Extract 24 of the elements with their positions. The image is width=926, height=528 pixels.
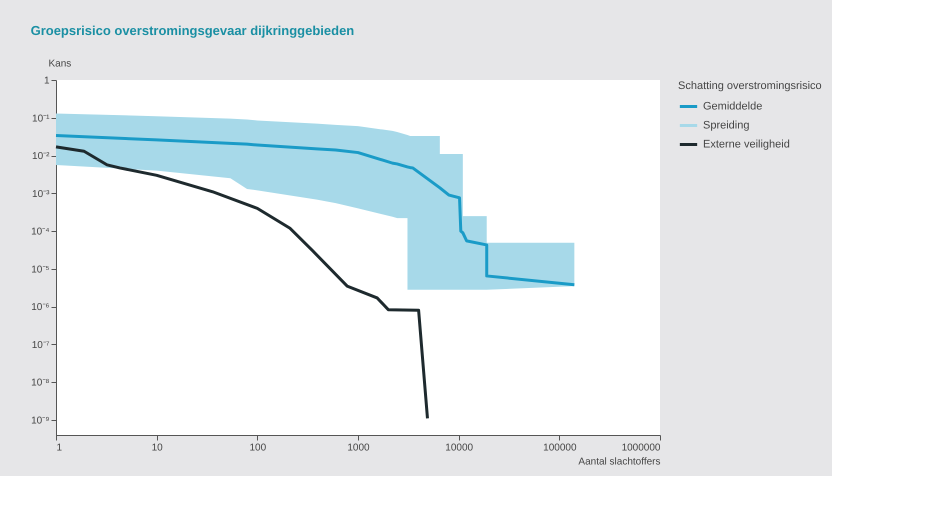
x-tick-label: 100000	[543, 442, 577, 454]
x-tick-label: 1000000	[622, 442, 661, 454]
y-tick-label: 10⁻⁹	[31, 415, 50, 426]
x-tick-label: 1	[56, 442, 62, 454]
y-tick-label: 10⁻⁵	[31, 264, 50, 276]
x-tick-label: 10	[152, 442, 164, 454]
y-tick-label: 10⁻⁴	[31, 226, 50, 238]
x-tick-label: 1000	[347, 442, 370, 454]
y-tick-label: 10⁻⁶	[31, 302, 50, 314]
legend-label: Gemiddelde	[703, 100, 762, 112]
legend-label: Externe veiligheid	[703, 138, 790, 150]
text: Spreiding	[703, 120, 750, 132]
y-tick-label: 10⁻⁸	[31, 378, 50, 389]
x-axis-title: Aantal slachtoffers	[578, 456, 660, 468]
legend-title: Schatting overstromingsrisico	[678, 80, 822, 92]
x-tick-label: 10000	[445, 442, 474, 454]
y-tick-label: 10⁻¹	[32, 113, 50, 124]
y-tick-label: 10⁻²	[32, 151, 50, 162]
x-tick-label: 100	[249, 442, 267, 454]
chart-title: Groepsrisico overstromingsgevaar dijkringgebieden	[30, 23, 354, 38]
y-tick-label: 10⁻⁷	[32, 340, 50, 351]
y-tick-label: 1	[44, 76, 50, 86]
y-axis-title: Kans	[48, 58, 72, 70]
y-tick-label: 10⁻³	[32, 188, 50, 200]
